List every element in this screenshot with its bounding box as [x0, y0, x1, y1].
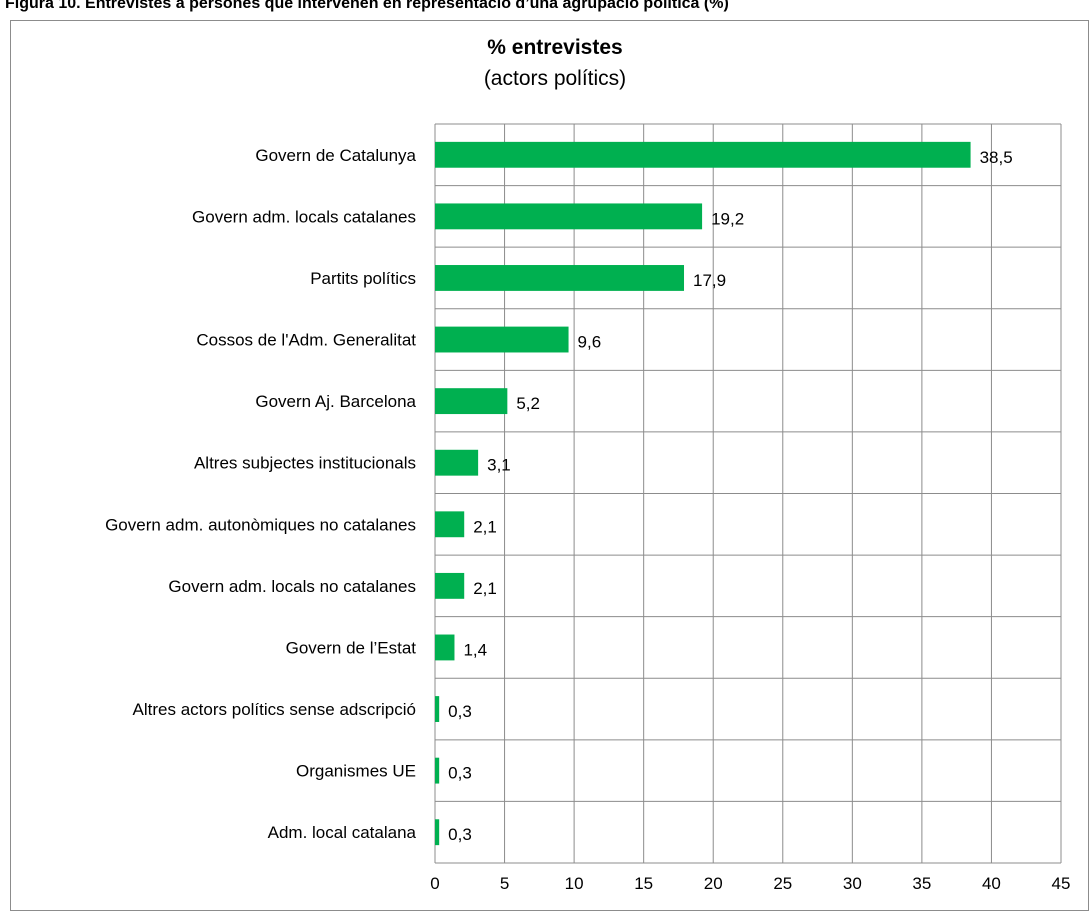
data-label: 1,4 [463, 640, 487, 659]
bar [435, 203, 703, 230]
bar [435, 141, 971, 168]
category-label: Altres subjectes institucionals [194, 454, 416, 473]
bar [435, 572, 465, 599]
x-tick-label: 0 [430, 874, 439, 893]
bar [435, 511, 465, 538]
data-label: 3,1 [487, 456, 511, 475]
bar [435, 326, 569, 353]
data-label: 9,6 [578, 333, 602, 352]
category-label: Cossos de l'Adm. Generalitat [196, 331, 416, 350]
x-tick-label: 20 [704, 874, 723, 893]
chart-title: % entrevistes [487, 36, 622, 59]
bar [435, 819, 440, 846]
data-label: 38,5 [980, 148, 1013, 167]
bar [435, 388, 508, 415]
grid-layer [434, 123, 1062, 864]
data-label: 0,3 [448, 764, 472, 783]
category-label: Altres actors polítics sense adscripció [133, 700, 416, 719]
x-tick-label: 30 [843, 874, 862, 893]
x-tick-label: 40 [982, 874, 1001, 893]
category-label: Adm. local catalana [268, 823, 417, 842]
category-label: Partits polítics [310, 269, 416, 288]
x-tick-label: 15 [634, 874, 653, 893]
bar [435, 757, 440, 784]
data-label: 2,1 [473, 517, 497, 536]
figure-caption: Figura 10. Entrevistes a persones que in… [5, 0, 729, 12]
data-label: 17,9 [693, 271, 726, 290]
bar [435, 265, 685, 291]
category-label: Govern de l’Estat [286, 638, 417, 657]
x-tick-label: 45 [1052, 874, 1071, 893]
chart-subtitle: (actors polítics) [484, 67, 626, 90]
bar [435, 449, 479, 476]
x-tick-label: 10 [565, 874, 584, 893]
x-tick-label: 25 [773, 874, 792, 893]
category-label: Govern de Catalunya [255, 146, 416, 165]
bar [435, 696, 440, 722]
label-layer: 0 5 10 15 20 25 30 35 40 45 Govern de Catalunya 38,… [105, 146, 1070, 893]
x-tick-label: 5 [500, 874, 509, 893]
data-label: 5,2 [516, 394, 540, 413]
category-label: Organismes UE [296, 762, 416, 781]
bar [435, 634, 455, 661]
category-label: Govern Aj. Barcelona [255, 392, 416, 411]
data-label: 0,3 [448, 702, 472, 721]
category-label: Govern adm. locals catalanes [192, 207, 416, 226]
category-label: Govern adm. locals no catalanes [168, 577, 416, 596]
data-label: 0,3 [448, 825, 472, 844]
bar-layer [435, 141, 971, 846]
category-label: Govern adm. autonòmiques no catalanes [105, 515, 416, 534]
data-label: 19,2 [711, 209, 744, 228]
x-tick-label: 35 [912, 874, 931, 893]
data-label: 2,1 [473, 579, 497, 598]
